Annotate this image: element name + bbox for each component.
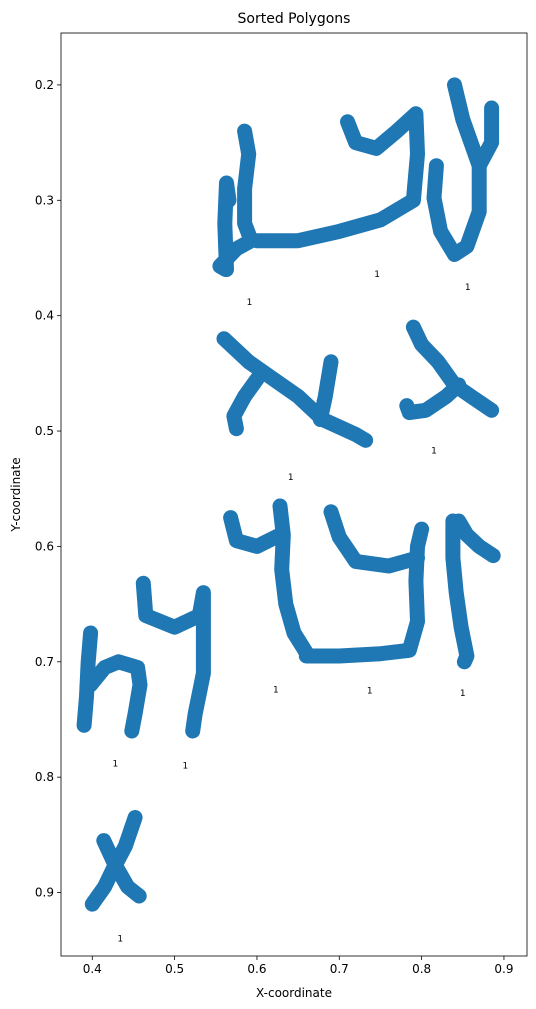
polygon-label-3: 1 (465, 283, 471, 293)
y-tick-label: 0.6 (35, 539, 54, 553)
x-tick-label: 0.9 (494, 962, 513, 976)
polygon-label-2: 1 (374, 270, 380, 280)
x-tick-label: 0.4 (83, 962, 102, 976)
polygon-label-6: 1 (273, 685, 279, 695)
x-tick-label: 0.6 (247, 962, 266, 976)
y-tick-label: 0.8 (35, 770, 54, 784)
polygon-label-4: 1 (288, 473, 294, 483)
polygon-label-9: 1 (112, 759, 118, 769)
polygon-label-1: 1 (247, 298, 253, 308)
x-axis-label: X-coordinate (256, 986, 332, 1000)
x-tick-label: 0.7 (330, 962, 349, 976)
polygon-label-10: 1 (182, 762, 188, 772)
polygon-label-5: 1 (431, 447, 437, 457)
chart-title: Sorted Polygons (238, 11, 351, 27)
y-tick-label: 0.2 (35, 78, 54, 92)
x-tick-label: 0.8 (412, 962, 431, 976)
polygon-label-7: 1 (367, 687, 373, 697)
y-tick-label: 0.4 (35, 309, 54, 323)
polygon-1-stroke-2 (225, 183, 229, 270)
y-axis-label: Y-coordinate (9, 457, 23, 532)
y-tick-label: 0.9 (35, 886, 54, 900)
y-tick-label: 0.3 (35, 193, 54, 207)
y-tick-label: 0.5 (35, 424, 54, 438)
y-tick-label: 0.7 (35, 655, 54, 669)
polygon-label-8: 1 (460, 689, 466, 699)
polygon-label-11: 1 (117, 935, 123, 945)
x-tick-label: 0.5 (165, 962, 184, 976)
